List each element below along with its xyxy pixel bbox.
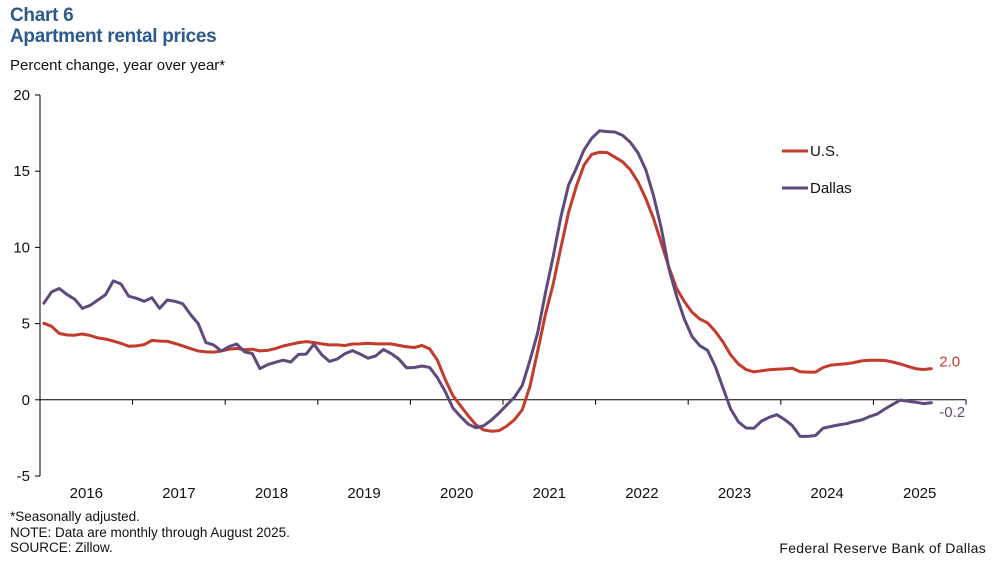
footnote-note: NOTE: Data are monthly through August 20… [10,524,290,540]
y-tick-label: -5 [17,468,30,485]
title-block: Chart 6 Apartment rental prices [10,5,217,47]
end-label-us: 2.0 [939,354,960,371]
legend-label: Dallas [810,180,852,197]
x-tick-label: 2023 [718,485,751,502]
end-labels: 2.0 -0.2 [939,354,965,421]
footnote-source: SOURCE: Zillow. [10,540,113,555]
y-tick-label: 15 [13,163,30,180]
end-label-dallas: -0.2 [939,404,965,421]
series-line-us [42,150,933,433]
x-tick-label: 2017 [162,485,195,502]
x-tick-label: 2022 [625,485,658,502]
y-axis-subtitle: Percent change, year over year* [10,57,226,74]
x-tick-label: 2018 [255,485,288,502]
legend: U.S. Dallas [782,143,852,197]
series-line-dallas [42,129,933,438]
x-tick-label: 2021 [533,485,566,502]
y-tick-label: 20 [13,87,30,104]
y-tick-label: 10 [13,239,30,256]
x-tick-label: 2020 [440,485,473,502]
x-tick-label: 2024 [810,485,843,502]
series-lines [42,129,933,438]
x-tick-label: 2016 [70,485,103,502]
chart-number: Chart 6 [10,5,74,26]
source-credit: Federal Reserve Bank of Dallas [779,540,986,556]
footnote-seasonal: *Seasonally adjusted. [10,509,140,524]
x-tick-label: 2019 [347,485,380,502]
y-tick-label: 5 [22,316,30,333]
chart-title: Apartment rental prices [10,26,217,47]
axes: -5 0 5 10 15 20 2016 2017 2018 2019 2020 2021 2022 20… [13,87,967,502]
legend-label: U.S. [810,143,839,160]
y-tick-label: 0 [22,392,30,409]
x-tick-label: 2025 [903,485,936,502]
footnotes: *Seasonally adjusted. NOTE: Data are mon… [10,509,290,556]
